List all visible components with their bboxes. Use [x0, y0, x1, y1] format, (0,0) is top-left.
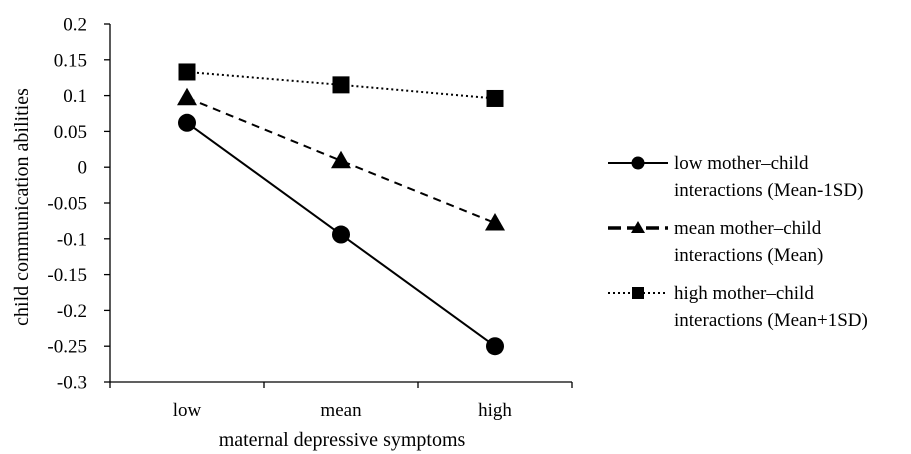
- legend-marker: [631, 221, 645, 233]
- series-line: [186, 70, 496, 100]
- y-tick-label: 0.1: [63, 86, 87, 107]
- series-triangle: [177, 87, 505, 231]
- data-point-marker: [177, 87, 197, 106]
- y-tick-label: -0.25: [47, 337, 87, 358]
- y-tick-label: -0.15: [47, 265, 87, 286]
- y-axis-ticks: 0.2 0.15 0.1 0.05 0 -0.05 -0.1 -0.15 -0.2 -0.25 -0…: [47, 15, 110, 394]
- legend-label: high mother–child: [674, 283, 814, 304]
- data-point-marker: [178, 113, 196, 132]
- y-axis-title: child communication abilities: [11, 88, 33, 326]
- legend-label: mean mother–child: [674, 218, 822, 239]
- series-square: [178, 63, 504, 107]
- data-point-marker: [331, 150, 351, 169]
- legend-marker: [631, 156, 645, 170]
- series-circle: [178, 113, 504, 356]
- legend-label: interactions (Mean): [674, 245, 823, 266]
- y-tick-label: -0.05: [47, 194, 87, 215]
- data-point-marker: [486, 337, 504, 356]
- series-layer: [177, 63, 505, 356]
- legend-label: low mother–child: [674, 153, 809, 174]
- legend-label: interactions (Mean-1SD): [674, 180, 863, 201]
- x-tick-label: mean: [320, 400, 362, 421]
- y-tick-label: 0: [78, 158, 88, 179]
- data-point-marker: [332, 225, 350, 244]
- legend-marker: [632, 287, 644, 299]
- data-point-marker: [485, 213, 505, 231]
- y-tick-label: -0.2: [57, 301, 87, 322]
- legend-item: high mother–child interactions (Mean+1SD): [608, 283, 868, 331]
- x-axis-ticks: low mean high: [109, 382, 573, 421]
- y-tick-label: 0.2: [63, 15, 87, 36]
- y-tick-label: 0.05: [54, 122, 87, 143]
- x-tick-label: high: [478, 400, 512, 421]
- data-point-marker: [178, 63, 196, 81]
- x-axis-title: maternal depressive symptoms: [219, 429, 466, 451]
- x-tick-label: low: [173, 400, 202, 421]
- legend-label: interactions (Mean+1SD): [674, 310, 868, 331]
- y-tick-label: 0.15: [54, 50, 87, 71]
- legend: low mother–child interactions (Mean-1SD) m…: [608, 153, 868, 331]
- legend-item: low mother–child interactions (Mean-1SD): [608, 153, 863, 201]
- legend-item: mean mother–child interactions (Mean): [608, 218, 823, 266]
- y-tick-label: -0.3: [57, 373, 87, 394]
- data-point-marker: [332, 76, 350, 94]
- data-point-marker: [486, 89, 504, 107]
- y-tick-label: -0.1: [57, 229, 87, 250]
